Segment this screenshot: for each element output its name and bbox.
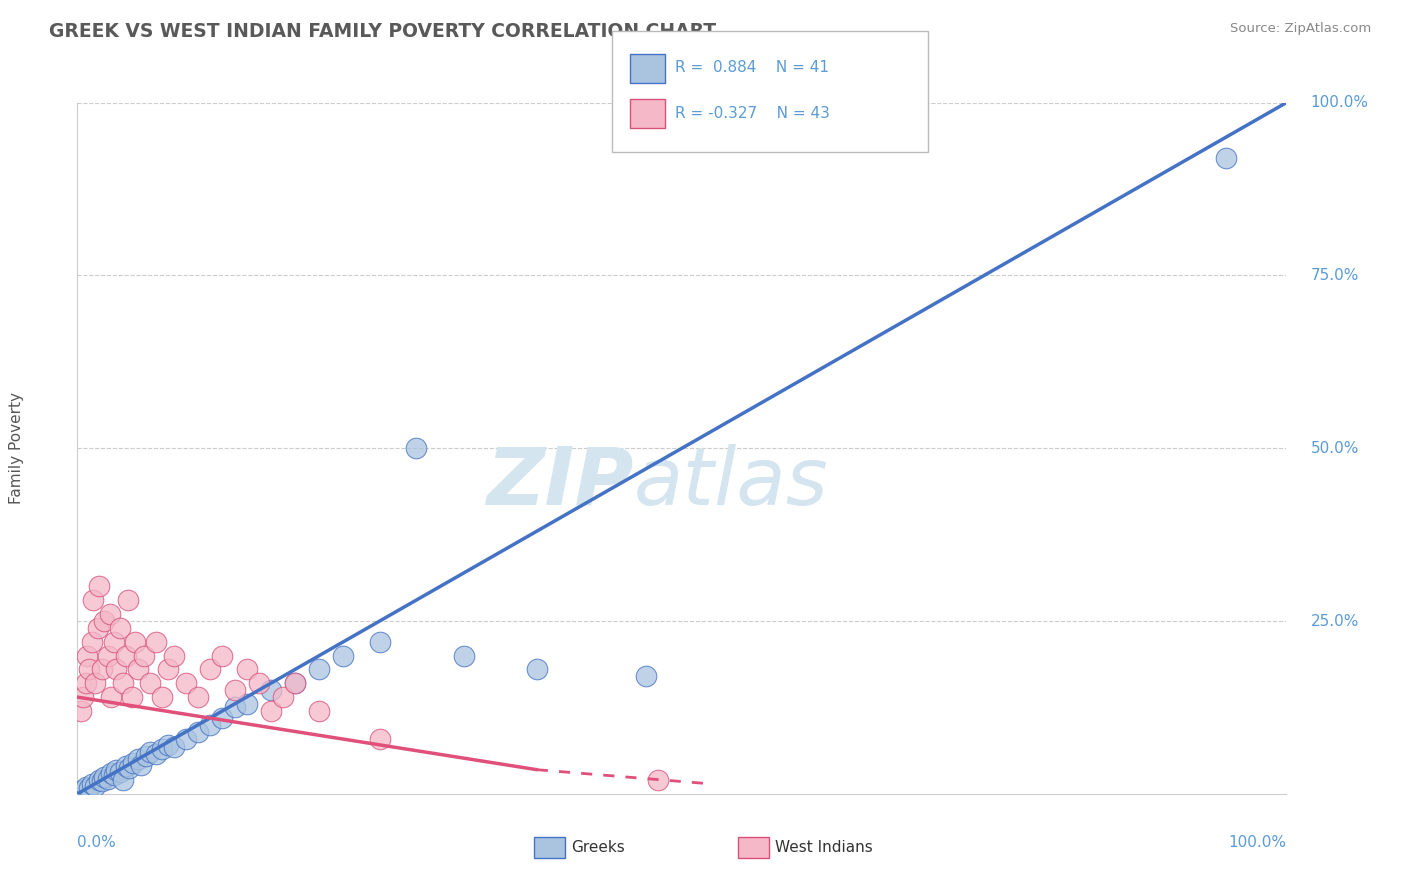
Point — [200, 717, 222, 731]
Point — [87, 772, 110, 788]
Point — [108, 621, 131, 635]
Point — [145, 747, 167, 761]
Point — [118, 761, 141, 775]
Point — [224, 683, 246, 698]
Point — [70, 704, 93, 718]
Point — [72, 690, 94, 705]
Point — [284, 676, 307, 690]
Point — [453, 648, 475, 663]
Point — [145, 635, 167, 649]
Point — [260, 704, 283, 718]
Point — [93, 770, 115, 784]
Point — [80, 635, 103, 649]
Point — [187, 724, 209, 739]
Point — [76, 648, 98, 663]
Point — [271, 690, 294, 705]
Point — [139, 746, 162, 760]
Point — [332, 648, 354, 663]
Point — [211, 648, 233, 663]
Point — [211, 711, 233, 725]
Text: R = -0.327    N = 43: R = -0.327 N = 43 — [675, 106, 830, 120]
Point — [634, 669, 657, 683]
Point — [82, 593, 104, 607]
Text: R =  0.884    N = 41: R = 0.884 N = 41 — [675, 61, 830, 75]
Point — [100, 690, 122, 705]
Point — [98, 607, 121, 622]
Point — [200, 662, 222, 677]
Point — [79, 662, 101, 677]
Point — [150, 690, 173, 705]
Point — [72, 783, 94, 797]
Text: Source: ZipAtlas.com: Source: ZipAtlas.com — [1230, 22, 1371, 36]
Point — [105, 662, 128, 677]
Text: 25.0%: 25.0% — [1310, 614, 1360, 629]
Point — [224, 700, 246, 714]
Point — [117, 593, 139, 607]
Text: 0.0%: 0.0% — [77, 835, 117, 850]
Point — [163, 739, 186, 754]
Point — [174, 731, 197, 746]
Text: 100.0%: 100.0% — [1229, 835, 1286, 850]
Text: Greeks: Greeks — [571, 840, 624, 855]
Point — [103, 767, 125, 781]
Point — [87, 621, 110, 635]
Point — [308, 662, 330, 677]
Text: atlas: atlas — [634, 444, 828, 522]
Point — [368, 731, 391, 746]
Point — [368, 635, 391, 649]
Text: 75.0%: 75.0% — [1310, 268, 1360, 283]
Point — [157, 739, 180, 753]
Point — [132, 648, 155, 663]
Point — [124, 635, 146, 649]
Point — [75, 676, 97, 690]
Point — [135, 748, 157, 763]
Point — [284, 676, 307, 690]
Text: ZIP: ZIP — [486, 444, 634, 522]
Point — [121, 690, 143, 705]
Point — [1215, 151, 1237, 165]
Point — [108, 764, 131, 779]
Point — [235, 697, 257, 711]
Point — [90, 774, 112, 789]
Point — [247, 676, 270, 690]
Point — [114, 648, 136, 663]
Point — [308, 704, 330, 718]
Point — [139, 676, 162, 690]
Point — [103, 635, 125, 649]
Point — [174, 676, 197, 690]
Point — [260, 683, 283, 698]
Point — [122, 756, 145, 770]
Text: West Indians: West Indians — [775, 840, 873, 855]
Point — [84, 676, 107, 690]
Point — [84, 779, 107, 793]
Point — [90, 662, 112, 677]
Point — [235, 662, 257, 677]
Point — [150, 742, 173, 756]
Point — [526, 662, 548, 677]
Point — [105, 763, 128, 777]
Point — [100, 766, 122, 780]
Point — [187, 690, 209, 705]
Point — [157, 662, 180, 677]
Point — [127, 752, 149, 766]
Point — [79, 781, 101, 796]
Text: Family Poverty: Family Poverty — [10, 392, 24, 504]
Point — [647, 772, 669, 788]
Point — [80, 776, 103, 790]
Point — [96, 648, 118, 663]
Point — [114, 759, 136, 773]
Text: 100.0%: 100.0% — [1310, 95, 1368, 110]
Point — [405, 442, 427, 455]
Point — [87, 580, 110, 594]
Point — [131, 757, 153, 772]
Text: 50.0%: 50.0% — [1310, 441, 1360, 456]
Point — [112, 772, 135, 788]
Point — [75, 780, 97, 794]
Point — [163, 648, 186, 663]
Point — [112, 676, 135, 690]
Point — [127, 662, 149, 677]
Point — [96, 772, 118, 786]
Point — [93, 614, 115, 628]
Text: GREEK VS WEST INDIAN FAMILY POVERTY CORRELATION CHART: GREEK VS WEST INDIAN FAMILY POVERTY CORR… — [49, 22, 716, 41]
